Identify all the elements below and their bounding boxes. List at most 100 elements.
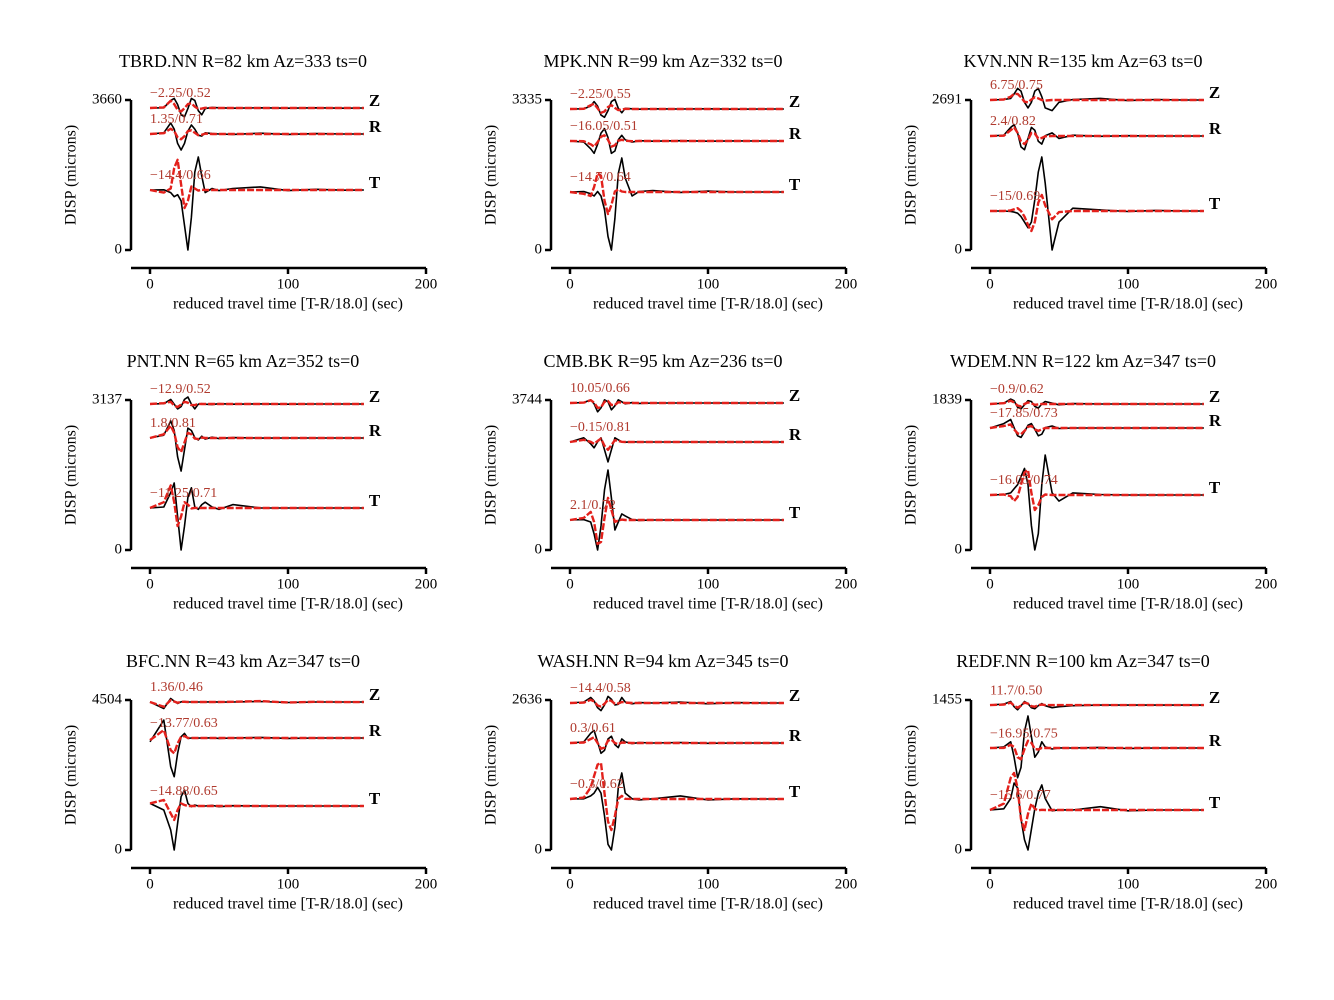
y-axis-label: DISP (microns) [903, 425, 920, 525]
fit-annotation: −17.85/0.73 [990, 406, 1058, 421]
panel: KVN.NN R=135 km Az=63 ts=0 0 2691 DISP (mic… [903, 51, 1278, 313]
panel: WASH.NN R=94 km Az=345 ts=0 0 2636 DISP (mi… [483, 651, 858, 913]
x-tick-label: 200 [835, 576, 858, 592]
component-label: Z [369, 91, 380, 110]
x-tick-label: 100 [277, 876, 300, 892]
synthetic-trace [569, 761, 784, 832]
fit-annotation: −15.6/0.77 [990, 788, 1051, 803]
component-label: R [1209, 119, 1222, 138]
y-tick-label: 3137 [92, 391, 123, 407]
y-axis-label: DISP (microns) [903, 125, 920, 225]
synthetic-trace [149, 127, 364, 141]
data-trace [989, 454, 1204, 551]
synthetic-trace [569, 134, 784, 148]
component-label: R [369, 117, 382, 136]
x-axis-label: reduced travel time [T-R/18.0] (sec) [173, 896, 403, 913]
x-tick-label: 0 [146, 576, 154, 592]
x-tick-label: 100 [277, 576, 300, 592]
component-label: R [789, 124, 802, 143]
fit-annotation: −11.25/0.71 [150, 486, 217, 501]
synthetic-trace [989, 126, 1204, 146]
fit-annotation: −14.88/0.65 [150, 784, 218, 799]
x-axis-label: reduced travel time [T-R/18.0] (sec) [593, 896, 823, 913]
x-axis-label: reduced travel time [T-R/18.0] (sec) [1013, 896, 1243, 913]
data-trace [569, 469, 784, 551]
fit-annotation: 2.4/0.82 [990, 114, 1036, 129]
y-tick-label: 0 [115, 241, 123, 257]
fit-annotation: −14.7/0.64 [570, 170, 631, 185]
y-tick-label: 3744 [512, 391, 543, 407]
data-trace [149, 482, 364, 551]
fit-annotation: −14.4/0.58 [570, 681, 631, 696]
y-tick-label: 0 [535, 241, 543, 257]
x-tick-label: 200 [1255, 876, 1278, 892]
data-trace [569, 729, 784, 755]
panel-title: MPK.NN R=99 km Az=332 ts=0 [544, 51, 783, 71]
y-axis-label: DISP (microns) [63, 125, 80, 225]
x-axis-label: reduced travel time [T-R/18.0] (sec) [593, 596, 823, 613]
fit-annotation: 1.35/0.71 [150, 112, 203, 127]
panel-title: WASH.NN R=94 km Az=345 ts=0 [538, 651, 789, 671]
y-axis-label: DISP (microns) [483, 125, 500, 225]
component-label: R [1209, 731, 1222, 750]
component-label: Z [1209, 688, 1220, 707]
panel-title: KVN.NN R=135 km Az=63 ts=0 [964, 51, 1203, 71]
component-label: Z [1209, 83, 1220, 102]
component-label: T [789, 503, 801, 522]
y-tick-label: 3335 [512, 91, 542, 107]
x-tick-label: 200 [1255, 276, 1278, 292]
component-label: T [789, 782, 801, 801]
synthetic-trace [989, 468, 1204, 512]
y-tick-label: 1839 [932, 391, 962, 407]
fit-annotation: −15/0.69 [990, 189, 1040, 204]
component-label: Z [369, 685, 380, 704]
fit-annotation: 10.05/0.66 [570, 381, 630, 396]
component-label: Z [789, 92, 800, 111]
y-tick-label: 1455 [932, 691, 962, 707]
synthetic-trace [149, 698, 364, 708]
component-label: Z [1209, 387, 1220, 406]
x-tick-label: 200 [1255, 576, 1278, 592]
x-axis-label: reduced travel time [T-R/18.0] (sec) [173, 296, 403, 313]
synthetic-trace [989, 92, 1204, 104]
y-axis-label: DISP (microns) [63, 725, 80, 825]
component-label: T [1209, 194, 1221, 213]
x-tick-label: 200 [415, 876, 438, 892]
y-tick-label: 2691 [932, 91, 962, 107]
x-tick-label: 0 [986, 876, 994, 892]
x-tick-label: 0 [566, 576, 574, 592]
synthetic-trace [569, 736, 784, 750]
component-label: R [1209, 411, 1222, 430]
panel-title: TBRD.NN R=82 km Az=333 ts=0 [119, 51, 367, 71]
fit-annotation: 1.36/0.46 [150, 680, 203, 695]
component-label: R [369, 721, 382, 740]
fit-annotation: −2.25/0.52 [150, 86, 211, 101]
y-tick-label: 0 [535, 541, 543, 557]
y-tick-label: 0 [535, 841, 543, 857]
y-tick-label: 0 [955, 541, 963, 557]
x-tick-label: 200 [415, 276, 438, 292]
component-label: T [369, 491, 381, 510]
panel-title: BFC.NN R=43 km Az=347 ts=0 [126, 651, 360, 671]
synthetic-trace [569, 102, 784, 114]
x-tick-label: 100 [1117, 576, 1140, 592]
fit-annotation: 0.3/0.61 [570, 721, 616, 736]
panel-title: WDEM.NN R=122 km Az=347 ts=0 [950, 351, 1216, 371]
synthetic-trace [149, 424, 364, 454]
x-axis-label: reduced travel time [T-R/18.0] (sec) [1013, 296, 1243, 313]
y-tick-label: 0 [955, 841, 963, 857]
fit-annotation: −0.15/0.81 [570, 420, 631, 435]
component-label: R [789, 425, 802, 444]
y-tick-label: 0 [115, 541, 123, 557]
y-tick-label: 3660 [92, 91, 122, 107]
synthetic-trace [569, 496, 784, 546]
fit-annotation: −16.05/0.51 [570, 119, 638, 134]
data-trace [989, 782, 1204, 851]
panel: BFC.NN R=43 km Az=347 ts=0 0 4504 DISP (mic… [63, 651, 438, 913]
x-axis-label: reduced travel time [T-R/18.0] (sec) [1013, 596, 1243, 613]
fit-annotation: −0.9/0.62 [990, 382, 1044, 397]
component-label: R [789, 726, 802, 745]
y-axis-label: DISP (microns) [63, 425, 80, 525]
x-tick-label: 0 [566, 276, 574, 292]
